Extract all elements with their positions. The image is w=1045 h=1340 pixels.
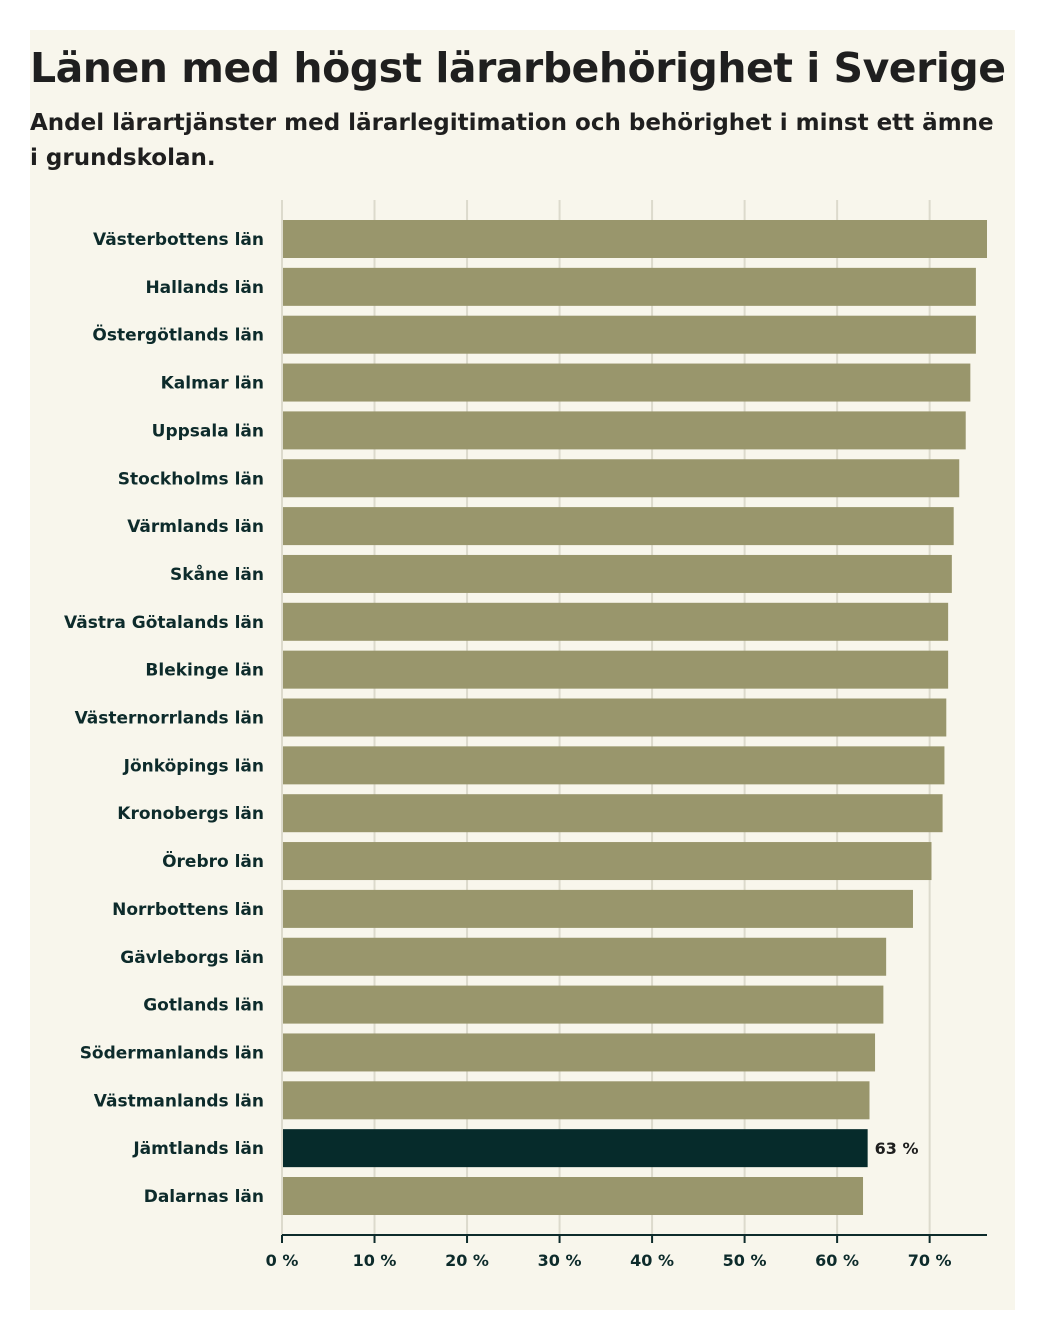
x-tick-label: 20 % xyxy=(445,1251,489,1270)
chart-subtitle: Andel lärartjänster med lärarlegitimatio… xyxy=(30,110,994,171)
category-label: Dalarnas län xyxy=(144,1187,264,1207)
category-label: Hallands län xyxy=(145,278,264,298)
bar xyxy=(282,1177,864,1215)
category-label: Norrbottens län xyxy=(112,900,264,920)
category-label: Kronobergs län xyxy=(117,804,264,824)
bar xyxy=(282,698,947,737)
chart-title: Länen med högst lärarbehörighet i Sverig… xyxy=(30,44,1006,92)
category-label: Västra Götalands län xyxy=(64,613,264,633)
category-label: Uppsala län xyxy=(152,421,264,441)
x-tick-label: 10 % xyxy=(353,1251,397,1270)
bar xyxy=(282,554,952,593)
category-label: Jönköpings län xyxy=(123,756,264,776)
category-label: Örebro län xyxy=(162,850,264,872)
category-label: Västmanlands län xyxy=(94,1091,264,1111)
bar xyxy=(282,315,976,354)
bar xyxy=(282,794,943,833)
bar xyxy=(282,267,976,306)
category-label: Stockholms län xyxy=(118,469,264,489)
x-tick-label: 40 % xyxy=(630,1251,674,1270)
bar-chart: Västerbottens län Hallands län Östergötlan… xyxy=(64,200,987,1270)
category-label: Östergötlands län xyxy=(92,324,264,346)
bar xyxy=(282,602,949,641)
category-label: Kalmar län xyxy=(161,374,264,394)
bar xyxy=(282,507,954,546)
category-label: Värmlands län xyxy=(127,517,264,537)
bar xyxy=(282,1033,876,1072)
category-label: Västerbottens län xyxy=(93,230,264,250)
category-label: Blekinge län xyxy=(145,661,264,681)
bar xyxy=(282,842,932,881)
x-tick-label: 0 % xyxy=(266,1251,299,1270)
bar xyxy=(282,985,884,1024)
category-label: Gävleborgs län xyxy=(120,948,264,968)
bar xyxy=(282,363,971,402)
data-label: 63 % xyxy=(875,1139,919,1158)
bar xyxy=(282,220,987,258)
x-tick-label: 50 % xyxy=(723,1251,767,1270)
bar xyxy=(282,937,887,976)
x-tick-label: 60 % xyxy=(815,1251,859,1270)
category-label: Gotlands län xyxy=(143,996,264,1016)
bar xyxy=(282,650,949,689)
bar xyxy=(282,889,913,928)
bar xyxy=(282,411,966,450)
bar-highlight xyxy=(282,1129,868,1168)
x-tick-label: 30 % xyxy=(538,1251,582,1270)
category-label: Västernorrlands län xyxy=(75,709,264,729)
bar xyxy=(282,1081,870,1120)
bar xyxy=(282,746,945,785)
category-label: Södermanlands län xyxy=(80,1043,264,1063)
category-label: Skåne län xyxy=(170,563,264,585)
category-label: Jämtlands län xyxy=(132,1139,264,1159)
bar xyxy=(282,459,960,498)
chart-panel: Länen med högst lärarbehörighet i Sverig… xyxy=(30,30,1015,1310)
x-tick-label: 70 % xyxy=(908,1251,952,1270)
